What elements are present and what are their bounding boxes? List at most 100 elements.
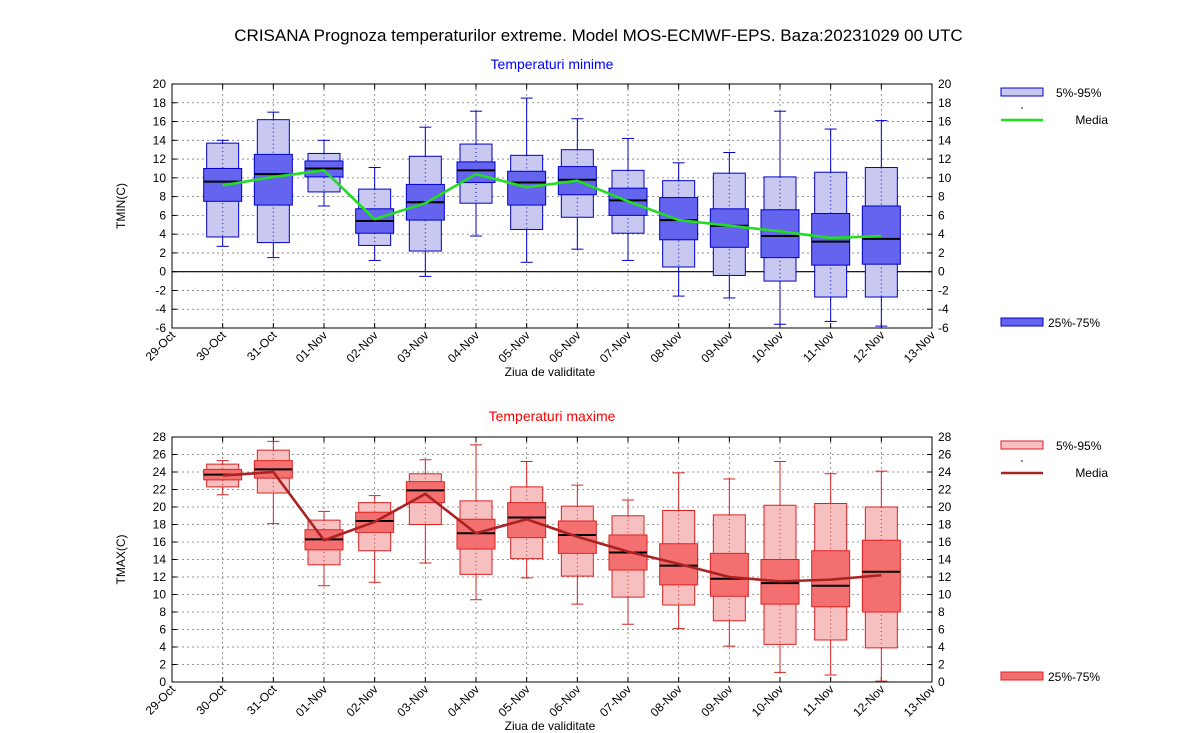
y-tick-label-left: 10 xyxy=(153,171,167,185)
y-tick-label-right: 0 xyxy=(938,265,945,279)
legend-swatch-5-95 xyxy=(1000,87,1044,97)
legend-label-5-95: 5%-95% xyxy=(1056,439,1102,453)
y-tick-label-right: 8 xyxy=(938,190,945,204)
y-tick-label-right: 2 xyxy=(938,246,945,260)
x-tick-label: 03-Nov xyxy=(394,328,431,365)
box-05-Nov xyxy=(507,97,547,263)
x-tick-label: 13-Nov xyxy=(901,682,938,719)
y-tick-label-right: 18 xyxy=(938,518,952,532)
y-tick-label-left: 8 xyxy=(159,190,166,204)
box-11-Nov xyxy=(811,128,851,322)
x-tick-label: 31-Oct xyxy=(244,682,280,718)
panel-title: Temperaturi maxime xyxy=(489,408,616,424)
box-06-Nov xyxy=(557,484,597,605)
box-03-Nov xyxy=(405,459,445,564)
x-tick-label: 01-Nov xyxy=(293,328,330,365)
box-01-Nov xyxy=(304,139,344,207)
box-25-75 xyxy=(861,205,901,265)
box-09-Nov xyxy=(709,152,749,299)
x-tick-label: 10-Nov xyxy=(749,682,786,719)
x-tick-label: 12-Nov xyxy=(850,682,887,719)
y-tick-label-left: 14 xyxy=(153,553,167,567)
box-30-Oct xyxy=(203,460,243,496)
y-tick-label-left: 0 xyxy=(159,265,166,279)
y-tick-label-right: -6 xyxy=(938,321,949,335)
y-tick-label-right: 24 xyxy=(938,465,952,479)
x-axis-label: Ziua de validitate xyxy=(505,365,596,379)
x-tick-label: 05-Nov xyxy=(496,682,533,719)
y-tick-label-left: 12 xyxy=(153,152,167,166)
x-tick-label: 02-Nov xyxy=(344,682,381,719)
legend-dot xyxy=(1021,107,1023,109)
y-tick-label-left: 4 xyxy=(159,227,166,241)
y-tick-label-left: 4 xyxy=(159,640,166,654)
y-tick-label-left: 6 xyxy=(159,208,166,222)
mean-line xyxy=(222,470,882,583)
legend-label-mean: Media xyxy=(1075,466,1108,480)
box-08-Nov xyxy=(659,162,699,297)
y-tick-label-right: 4 xyxy=(938,640,945,654)
legend-dot xyxy=(1021,460,1023,462)
y-tick-label-left: 14 xyxy=(153,133,167,147)
y-tick-label-left: 28 xyxy=(153,430,167,444)
y-tick-label-right: 20 xyxy=(938,77,952,91)
box-08-Nov xyxy=(659,472,699,630)
x-tick-label: 04-Nov xyxy=(445,328,482,365)
x-tick-label: 09-Nov xyxy=(698,328,735,365)
x-tick-label: 12-Nov xyxy=(850,328,887,365)
box-06-Nov xyxy=(557,118,597,250)
x-tick-label: 10-Nov xyxy=(749,328,786,365)
box-02-Nov xyxy=(355,167,395,261)
legend-swatch-5-95 xyxy=(1000,440,1044,450)
box-11-Nov xyxy=(811,473,851,676)
y-tick-label-left: 2 xyxy=(159,658,166,672)
box-07-Nov xyxy=(608,499,648,625)
y-tick-label-right: 14 xyxy=(938,553,952,567)
chart-panel-tmin: Temperaturi minime -6 -6 -4 -4 -2 -2 0 0 2 2 4 4 6 6 8 8… xyxy=(114,56,1108,379)
legend-swatch-25-75 xyxy=(1000,671,1044,681)
y-tick-label-left: 0 xyxy=(159,675,166,689)
x-tick-label: 13-Nov xyxy=(901,328,938,365)
y-tick-label-right: 20 xyxy=(938,500,952,514)
x-tick-label: 08-Nov xyxy=(648,328,685,365)
y-tick-label-left: -2 xyxy=(155,283,166,297)
y-tick-label-right: 0 xyxy=(938,675,945,689)
x-tick-label: 01-Nov xyxy=(293,682,330,719)
box-10-Nov xyxy=(760,110,800,325)
box-25-75 xyxy=(811,213,851,266)
y-tick-label-right: -4 xyxy=(938,302,949,316)
box-31-Oct xyxy=(253,111,293,259)
y-tick-label-right: 14 xyxy=(938,133,952,147)
x-axis-label: Ziua de validitate xyxy=(505,719,596,733)
x-tick-label: 09-Nov xyxy=(698,682,735,719)
box-03-Nov xyxy=(405,126,445,277)
y-tick-label-left: 12 xyxy=(153,570,167,584)
y-tick-label-left: 16 xyxy=(153,115,167,129)
x-tick-label: 11-Nov xyxy=(800,682,837,719)
box-09-Nov xyxy=(709,478,749,647)
x-tick-label: 31-Oct xyxy=(244,328,280,364)
y-tick-label-right: 28 xyxy=(938,430,952,444)
box-30-Oct xyxy=(203,139,243,247)
box-25-75 xyxy=(405,481,445,504)
legend: 5%-95% Media 25%-75% xyxy=(1000,86,1108,330)
y-axis-label: TMAX(C) xyxy=(114,535,128,585)
y-tick-label-right: 2 xyxy=(938,658,945,672)
box-25-75 xyxy=(659,197,699,241)
y-tick-label-right: 22 xyxy=(938,483,952,497)
y-tick-label-left: 2 xyxy=(159,246,166,260)
box-07-Nov xyxy=(608,137,648,261)
x-tick-label: 06-Nov xyxy=(546,682,583,719)
x-tick-label: 11-Nov xyxy=(800,328,837,365)
box-10-Nov xyxy=(760,461,800,673)
x-tick-label: 07-Nov xyxy=(597,328,634,365)
y-axis-label: TMIN(C) xyxy=(114,183,128,229)
y-tick-label-right: 10 xyxy=(938,588,952,602)
legend: 5%-95% Media 25%-75% xyxy=(1000,439,1108,684)
y-tick-label-right: 12 xyxy=(938,570,952,584)
y-tick-label-left: 26 xyxy=(153,448,167,462)
y-tick-label-right: 26 xyxy=(938,448,952,462)
y-tick-label-left: 24 xyxy=(153,465,167,479)
legend-label-mean: Media xyxy=(1075,113,1108,127)
